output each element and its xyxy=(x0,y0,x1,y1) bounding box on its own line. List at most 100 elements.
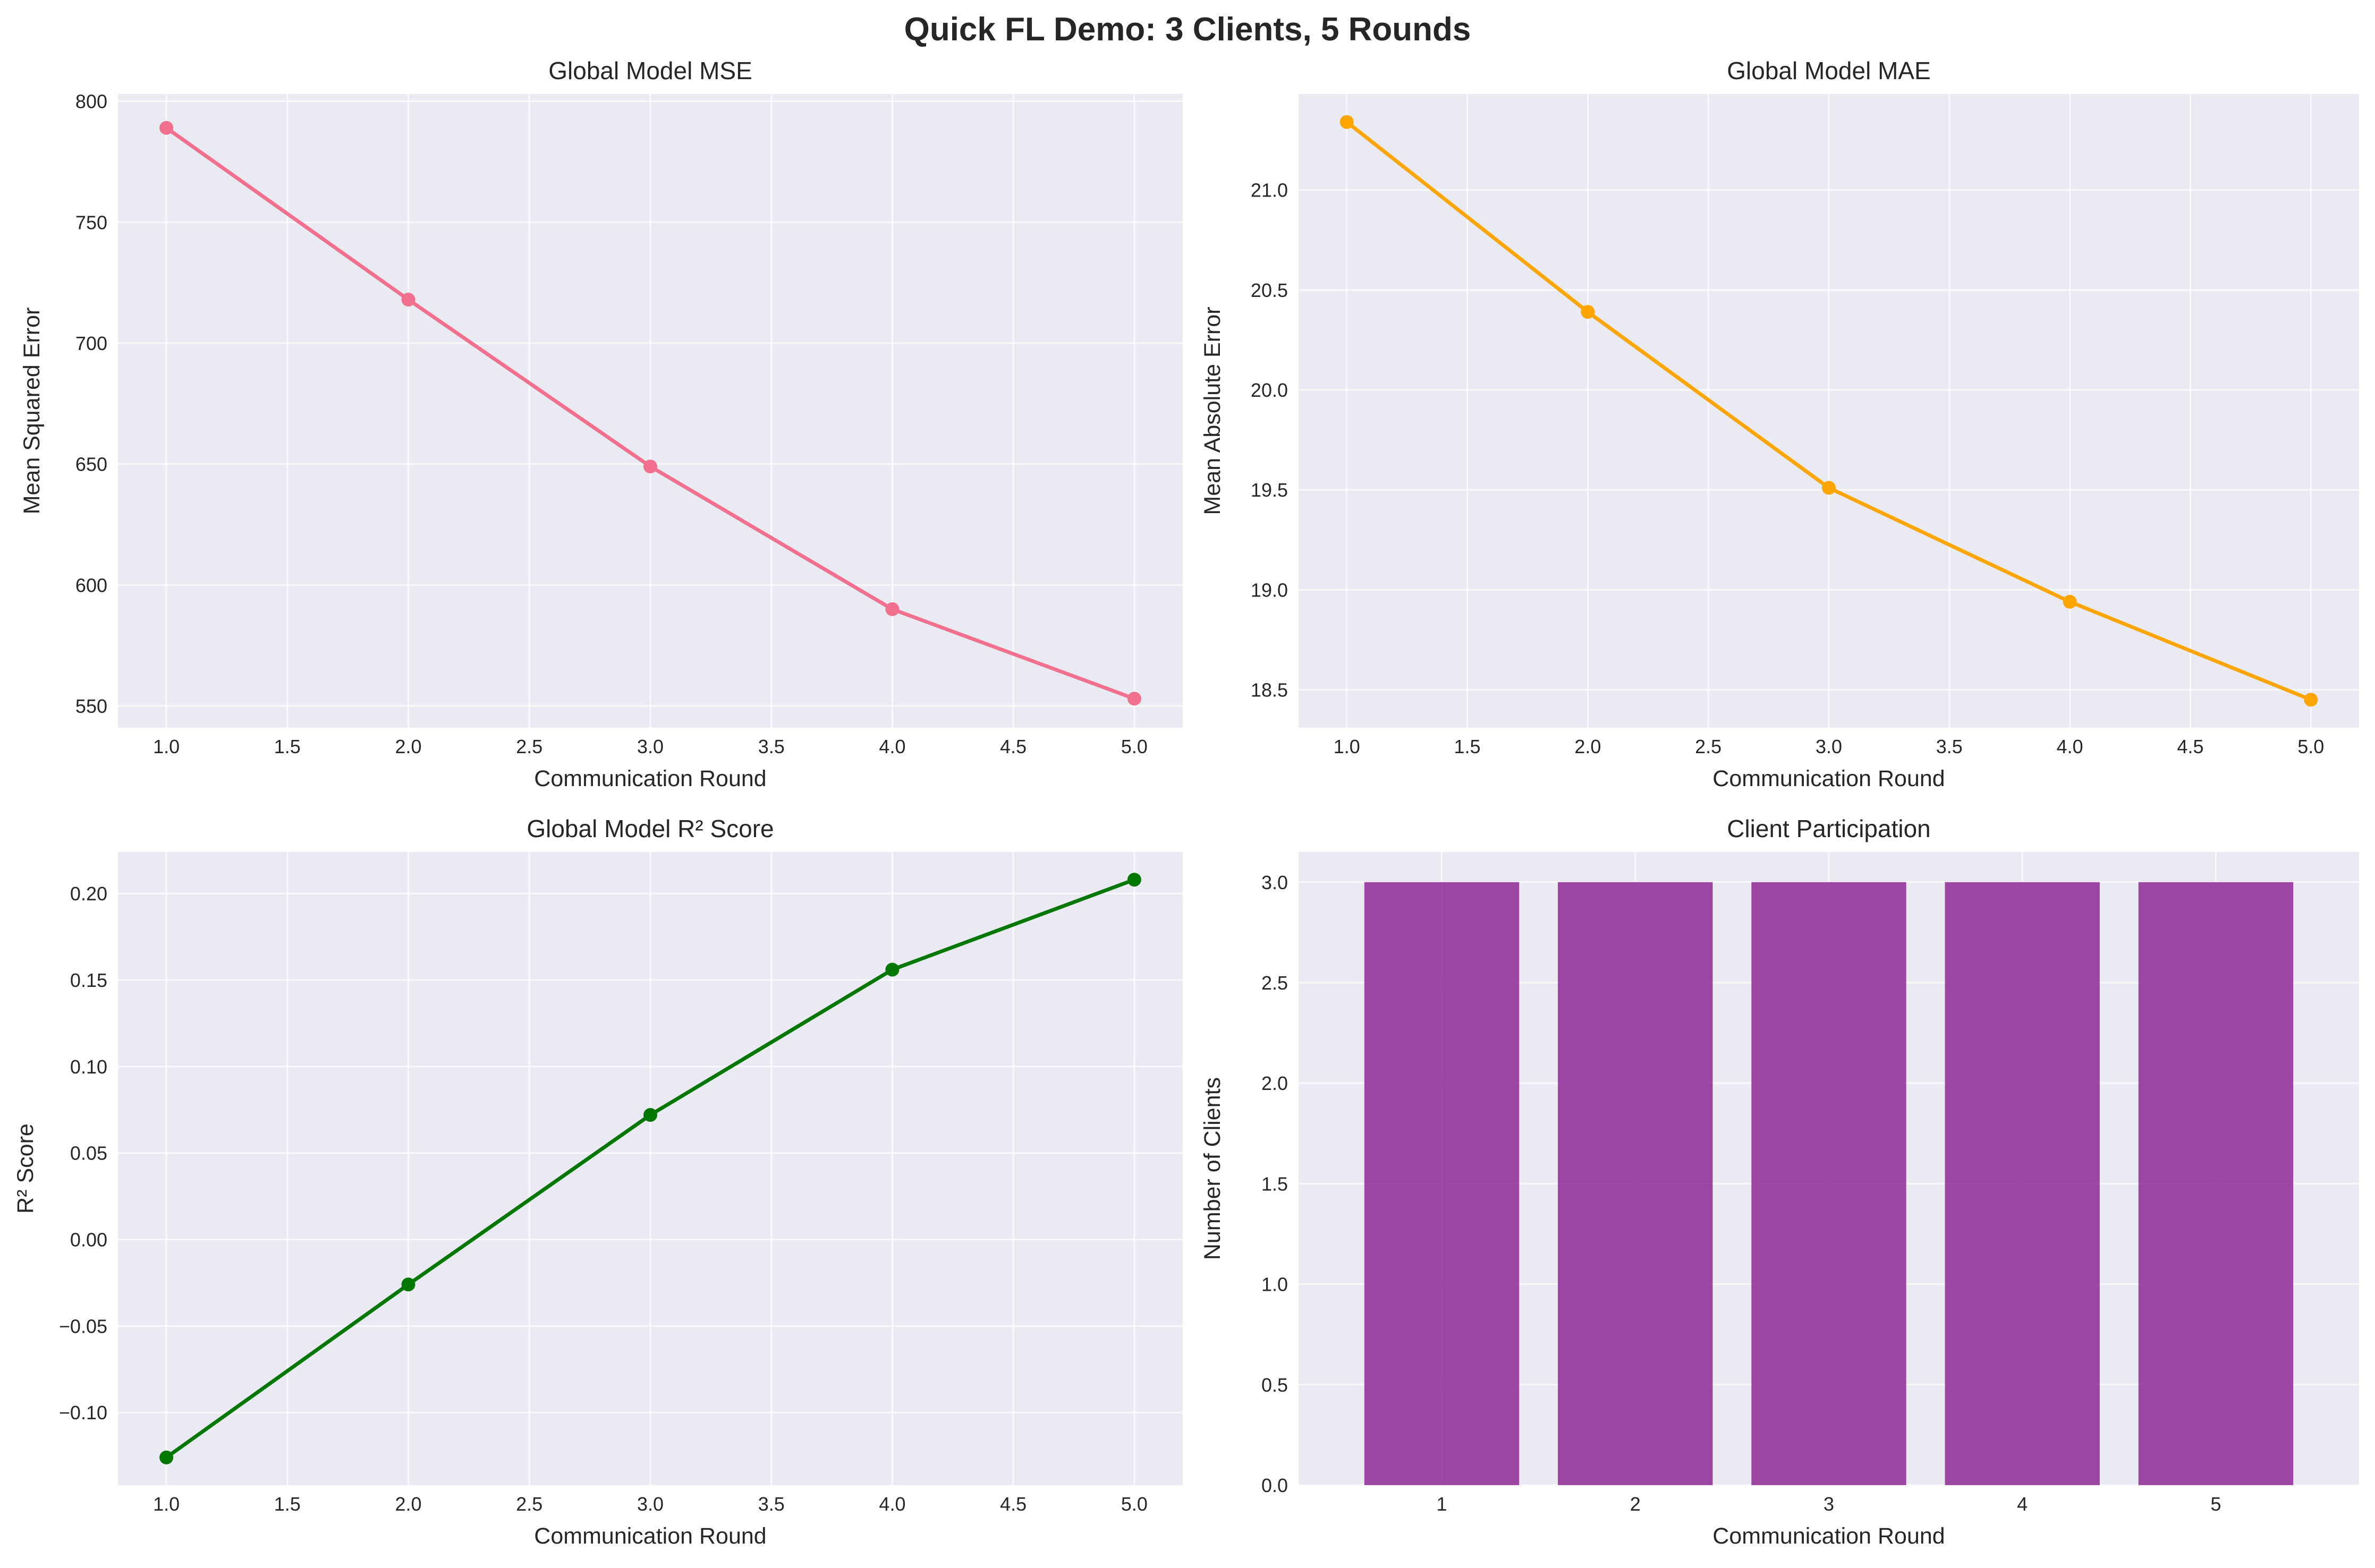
y-tick-label: 0.15 xyxy=(70,969,107,991)
data-point xyxy=(2304,693,2318,707)
data-point xyxy=(401,1277,415,1292)
y-tick-label: 0.00 xyxy=(70,1229,107,1251)
x-tick-label: 1.5 xyxy=(274,1493,301,1515)
x-tick-label: 4.5 xyxy=(1000,1493,1027,1515)
y-tick-label: 3.0 xyxy=(1261,872,1288,893)
x-axis-label: Communication Round xyxy=(1712,766,1945,791)
chart-title: Global Model MAE xyxy=(1727,57,1931,84)
x-tick-label: 4 xyxy=(2017,1493,2028,1515)
x-tick-label: 3.5 xyxy=(1936,736,1963,757)
data-point xyxy=(401,293,415,307)
y-axis-label: Mean Squared Error xyxy=(19,308,45,515)
data-point xyxy=(1822,481,1836,495)
y-tick-label: −0.10 xyxy=(59,1402,107,1424)
x-tick-label: 3.5 xyxy=(758,1493,785,1515)
y-tick-label: 0.5 xyxy=(1261,1374,1288,1396)
x-tick-label: 2.0 xyxy=(395,1493,422,1515)
y-tick-label: 2.5 xyxy=(1261,972,1288,994)
chart-title: Client Participation xyxy=(1727,815,1931,842)
y-tick-label: 700 xyxy=(75,333,107,354)
y-tick-label: 19.0 xyxy=(1251,579,1288,601)
bar xyxy=(1945,882,2100,1485)
x-tick-label: 5.0 xyxy=(1121,736,1148,757)
y-tick-label: 0.20 xyxy=(70,883,107,905)
bar xyxy=(2138,882,2294,1485)
y-tick-label: 800 xyxy=(75,91,107,113)
y-tick-label: 20.5 xyxy=(1251,279,1288,301)
y-tick-label: 18.5 xyxy=(1251,679,1288,701)
x-tick-label: 5 xyxy=(2210,1493,2221,1515)
x-tick-label: 3 xyxy=(1823,1493,1834,1515)
x-tick-label: 2.5 xyxy=(516,1493,542,1515)
bar xyxy=(1364,882,1520,1485)
data-point xyxy=(885,962,900,977)
y-axis-label: R² Score xyxy=(13,1123,38,1214)
x-tick-label: 4.0 xyxy=(879,1493,905,1515)
y-axis-label: Number of Clients xyxy=(1200,1077,1225,1260)
chart-mae: 1.0 1.5 2.0 2.5 3.0 3.5 4.0 4.5 5.0 18.5 19.0 19.5 2… xyxy=(1200,57,2359,791)
data-point xyxy=(2063,594,2077,609)
y-tick-label: 650 xyxy=(75,454,107,475)
x-tick-label: 2.0 xyxy=(395,736,422,757)
series-line-0 xyxy=(1339,115,2318,707)
series-line-0 xyxy=(159,873,1141,1464)
y-axis-label: Mean Absolute Error xyxy=(1200,307,1225,515)
x-tick-label: 3.0 xyxy=(637,1493,664,1515)
y-tick-label: 0.10 xyxy=(70,1056,107,1078)
x-tick-label: 1 xyxy=(1437,1493,1447,1515)
grid xyxy=(118,852,1183,1485)
series-line-0 xyxy=(159,121,1141,706)
y-tick-label: 19.5 xyxy=(1251,479,1288,501)
y-tick-label: 600 xyxy=(75,574,107,596)
x-tick-label: 3.0 xyxy=(637,736,664,757)
data-point xyxy=(885,602,900,616)
x-tick-label: 1.5 xyxy=(1454,736,1481,757)
figure-title: Quick FL Demo: 3 Clients, 5 Rounds xyxy=(904,11,1471,48)
data-point xyxy=(643,459,657,474)
x-tick-label: 4.0 xyxy=(879,736,905,757)
chart-participation: 1 2 3 4 5 0.0 0.5 1.0 1.5 2.0 2.5 3.0 Client Partici… xyxy=(1200,815,2359,1549)
y-tick-label: 550 xyxy=(75,695,107,717)
x-tick-label: 1.0 xyxy=(153,736,180,757)
y-tick-label: 1.0 xyxy=(1261,1274,1288,1296)
y-tick-label: 21.0 xyxy=(1251,180,1288,201)
x-tick-label: 1.0 xyxy=(153,1493,180,1515)
data-point xyxy=(1339,115,1354,129)
x-tick-label: 2.5 xyxy=(1695,736,1721,757)
x-tick-label: 2.0 xyxy=(1574,736,1601,757)
y-tick-label: 1.5 xyxy=(1261,1173,1288,1195)
data-point xyxy=(159,121,174,135)
x-tick-label: 4.5 xyxy=(2177,736,2203,757)
y-tick-label: −0.05 xyxy=(59,1315,107,1337)
x-tick-label: 1.0 xyxy=(1334,736,1360,757)
data-point xyxy=(1127,692,1141,706)
x-tick-label: 3.5 xyxy=(758,736,785,757)
chart-mse: 1.0 1.5 2.0 2.5 3.0 3.5 4.0 4.5 5.0 550 600 650 700 7… xyxy=(19,57,1183,791)
x-axis-label: Communication Round xyxy=(1712,1523,1945,1549)
x-tick-label: 4.5 xyxy=(1000,736,1027,757)
x-tick-label: 5.0 xyxy=(2297,736,2324,757)
y-tick-label: 2.0 xyxy=(1261,1072,1288,1094)
x-axis-label: Communication Round xyxy=(534,766,766,791)
x-tick-label: 5.0 xyxy=(1121,1493,1148,1515)
y-tick-label: 0.05 xyxy=(70,1143,107,1164)
x-tick-label: 1.5 xyxy=(274,736,301,757)
chart-title: Global Model MSE xyxy=(548,57,752,84)
y-tick-label: 750 xyxy=(75,211,107,233)
x-tick-label: 2 xyxy=(1630,1493,1641,1515)
data-point xyxy=(1127,873,1141,887)
chart-r2: 1.0 1.5 2.0 2.5 3.0 3.5 4.0 4.5 5.0 −0.10 −0.05 0.0… xyxy=(13,815,1183,1549)
x-axis-label: Communication Round xyxy=(534,1523,766,1549)
bars xyxy=(1364,882,2294,1485)
data-point xyxy=(159,1450,174,1464)
bar xyxy=(1751,882,1906,1485)
y-tick-label: 20.0 xyxy=(1251,379,1288,401)
x-tick-label: 4.0 xyxy=(2057,736,2083,757)
chart-title: Global Model R² Score xyxy=(527,815,774,842)
x-tick-label: 2.5 xyxy=(516,736,542,757)
data-point xyxy=(1581,305,1595,319)
y-tick-label: 0.0 xyxy=(1261,1475,1288,1496)
x-tick-label: 3.0 xyxy=(1816,736,1842,757)
data-point xyxy=(643,1108,657,1122)
